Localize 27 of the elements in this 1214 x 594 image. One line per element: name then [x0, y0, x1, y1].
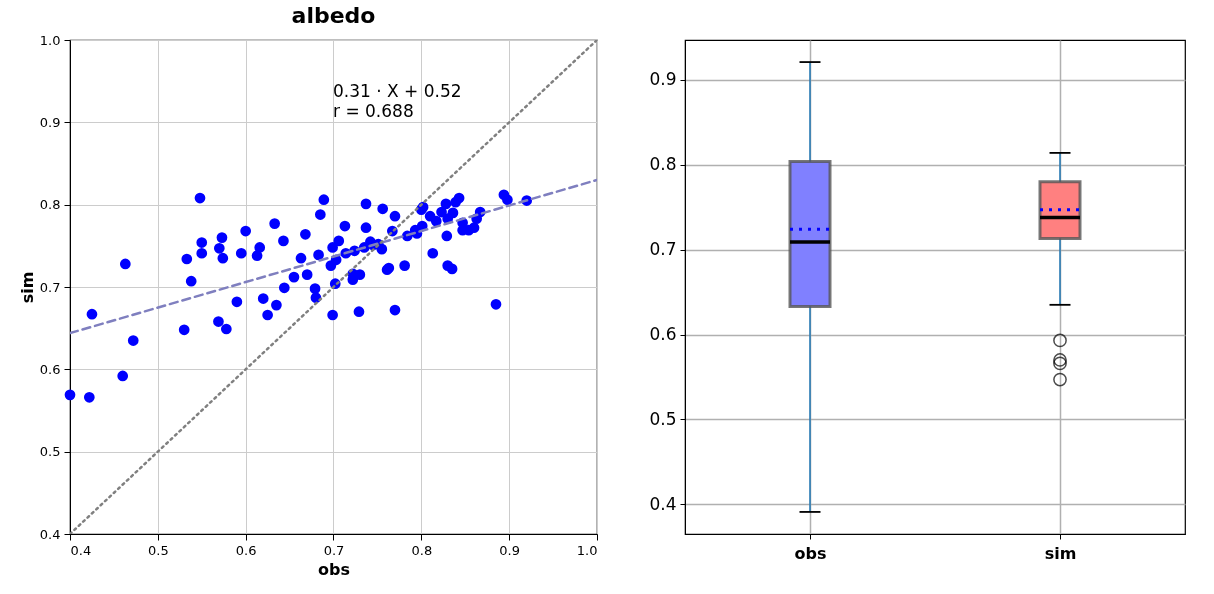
y-tick-label: 0.7	[649, 239, 677, 260]
y-tick-label: 0.8	[39, 197, 61, 213]
y-tick-label: 0.9	[39, 114, 61, 130]
x-tick-label: 0.4	[70, 542, 92, 558]
y-tick-label: 1.0	[39, 32, 61, 48]
annotation: 0.31 · X + 0.52	[333, 81, 462, 101]
y-tick-label: 0.8	[649, 154, 677, 175]
y-tick-label: 0.6	[39, 361, 61, 377]
x-tick-label: obs	[794, 543, 827, 563]
x-axis-title: obs	[318, 559, 350, 579]
y-tick-label: 0.6	[649, 324, 677, 345]
y-axis-title: sim	[17, 271, 37, 304]
y-tick-label: 0.4	[39, 526, 61, 542]
x-tick-label: sim	[1044, 543, 1077, 563]
y-tick-label: 0.5	[39, 444, 61, 460]
y-tick-label: 0.5	[649, 408, 677, 429]
chart-title: albedo	[291, 3, 376, 28]
x-tick-label: 0.8	[411, 542, 433, 558]
y-tick-label: 0.4	[649, 493, 677, 514]
annotation: r = 0.688	[333, 101, 414, 121]
x-tick-label: 0.9	[499, 542, 521, 558]
y-tick-label: 0.9	[649, 69, 677, 90]
x-tick-label: 0.5	[147, 542, 169, 558]
y-tick-label: 0.7	[39, 279, 61, 295]
x-tick-label: 0.7	[323, 542, 345, 558]
x-tick-label: 0.6	[235, 542, 257, 558]
x-tick-label: 1.0	[576, 542, 598, 558]
